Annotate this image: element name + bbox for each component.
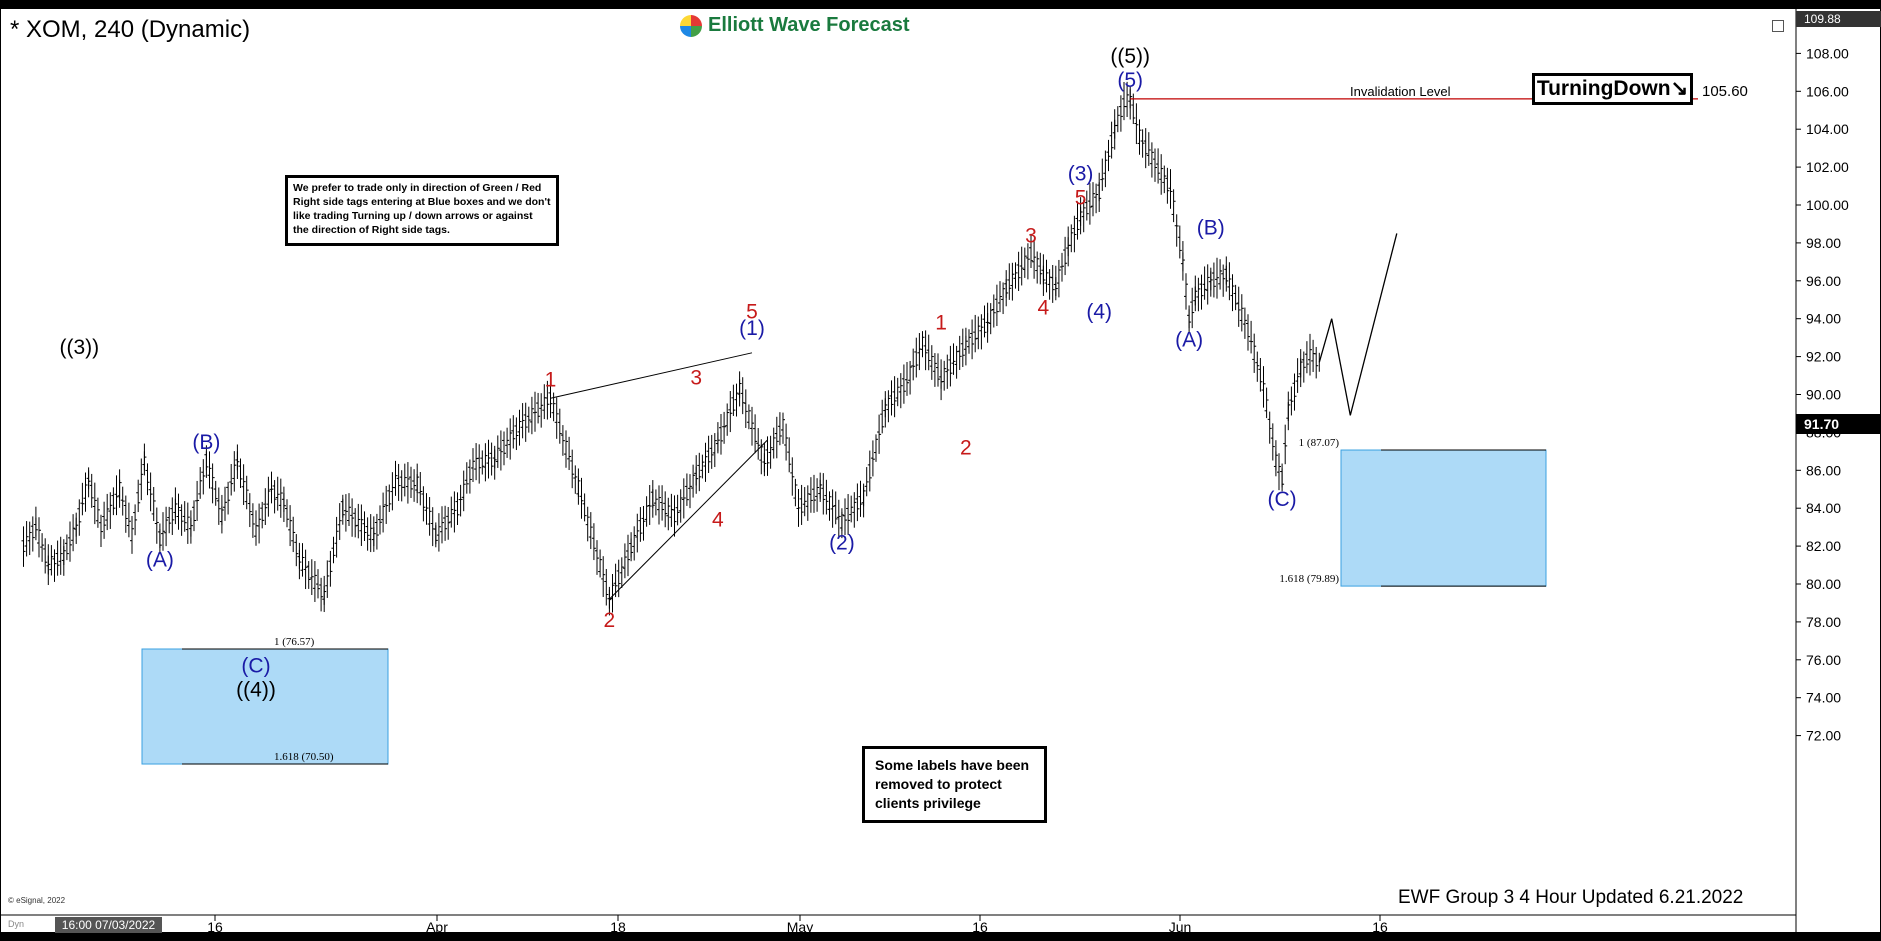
wave-label: (B) [192,431,220,454]
wave-label: (C) [241,655,270,678]
window-restore-icon[interactable] [1772,20,1784,32]
last-price-tag: 91.70 [1796,414,1881,434]
y-tick-label: 74.00 [1806,690,1841,706]
y-tick-label: 100.00 [1806,197,1849,213]
y-tick-label: 92.00 [1806,349,1841,365]
y-tick-label: 80.00 [1806,576,1841,592]
x-tick-label: May [787,919,813,935]
wave-label: (5) [1117,69,1143,92]
fib-label-bottom: 1.618 (70.50) [274,751,334,763]
invalidation-label: Invalidation Level [1350,84,1451,99]
wave-label: 5 [1075,186,1087,209]
wave-label: (2) [829,531,855,554]
trading-note: We prefer to trade only in direction of … [285,175,559,246]
turning-down-tag: TurningDown↘ [1532,73,1693,105]
wave-label: (A) [146,549,174,572]
x-tick-label: 16 [972,919,988,935]
x-tick-label: 16 [207,919,223,935]
y-tick-label: 108.00 [1806,45,1849,61]
brand-logo: Elliott Wave Forecast [680,14,910,37]
wedge-trendline [550,352,753,399]
y-tick-label: 78.00 [1806,614,1841,630]
wave-label: 4 [712,509,724,532]
bottom-border [0,932,1881,941]
x-tick-label: 16 [1372,919,1388,935]
wave-label: 1 [935,311,947,334]
copyright: © eSignal, 2022 [8,896,66,905]
wave-label: 5 [746,301,758,324]
y-tick-label: 104.00 [1806,121,1849,137]
wave-label: (1) [739,317,765,340]
wave-label: (A) [1175,329,1203,352]
update-footer: EWF Group 3 4 Hour Updated 6.21.2022 [1398,887,1744,908]
y-tick-label: 82.00 [1806,538,1841,554]
wave-label: (4) [1086,300,1112,323]
wave-label: ((3)) [59,336,99,359]
privacy-note: Some labels have been removed to protect… [862,746,1047,823]
logo-icon [680,14,702,37]
y-tick-label: 84.00 [1806,500,1841,516]
wave-label: (B) [1197,217,1225,240]
y-tick-label: 98.00 [1806,235,1841,251]
fib-label-top: 1 (87.07) [1299,437,1340,449]
wave-label: 4 [1038,296,1050,319]
x-tick-label: Apr [426,919,448,935]
projection-path [1318,233,1398,416]
wave-label: ((4)) [236,679,276,702]
chart-title: * XOM, 240 (Dynamic) [10,16,251,43]
wave-label: 2 [960,437,972,460]
y-tick-label: 94.00 [1806,311,1841,327]
y-tick-label: 90.00 [1806,387,1841,403]
invalidation-value: 105.60 [1702,83,1748,100]
wave-label: 2 [604,609,616,632]
wedge-trendline [609,439,768,600]
y-tick-label: 86.00 [1806,462,1841,478]
wave-label: 3 [1025,224,1037,247]
fib-label-bottom: 1.618 (79.89) [1279,573,1339,585]
wave-label: (C) [1268,488,1297,511]
y-tick-label: 72.00 [1806,728,1841,744]
wave-label: (3) [1068,162,1094,185]
crosshair-time: 16:00 07/03/2022 [55,917,162,933]
top-border [0,0,1881,9]
wave-label: ((5)) [1110,45,1150,68]
x-tick-label: Jun [1169,919,1192,935]
dyn-label: Dyn [8,919,25,929]
fib-target-box [1340,449,1547,587]
y-tick-label: 102.00 [1806,159,1849,175]
wave-label: 3 [690,366,702,389]
y-tick-label: 76.00 [1806,652,1841,668]
x-tick-label: 18 [610,919,626,935]
fib-label-top: 1 (76.57) [274,636,315,648]
fib-target-box [141,648,389,765]
wave-label: 1 [545,368,557,391]
y-tick-label: 106.00 [1806,83,1849,99]
y-tick-label: 96.00 [1806,273,1841,289]
top-price-tag: 109.88 [1796,11,1881,27]
logo-text: Elliott Wave Forecast [708,14,910,36]
